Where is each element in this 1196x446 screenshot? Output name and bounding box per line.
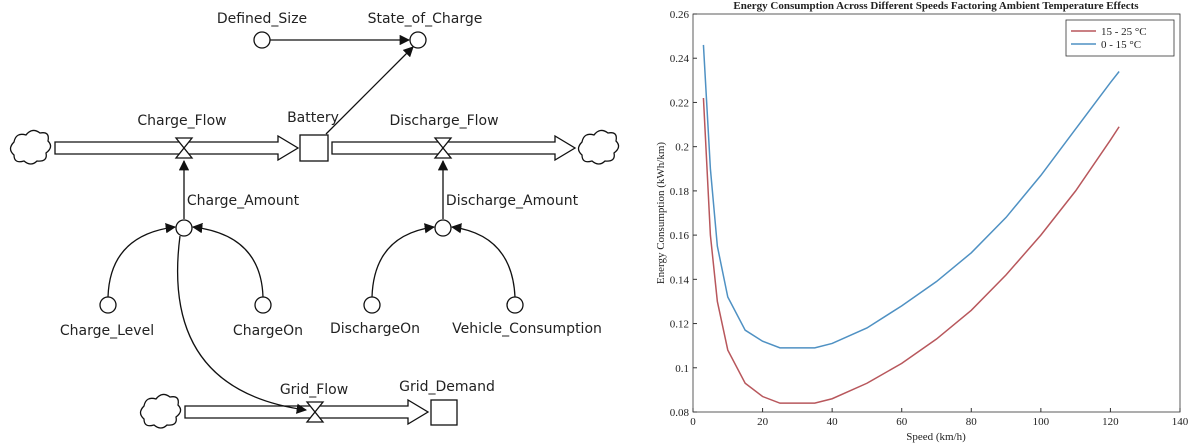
stock xyxy=(299,134,329,162)
node-label: Defined_Size xyxy=(217,11,307,27)
node-label: Charge_Level xyxy=(60,323,154,339)
auxiliary xyxy=(506,296,524,314)
y-tick-label: 0.12 xyxy=(670,319,689,331)
node-label: Grid_Demand xyxy=(399,379,495,395)
legend-label: 15 - 25 °C xyxy=(1101,26,1147,38)
cloud xyxy=(139,393,182,429)
valve xyxy=(174,137,194,159)
plot-frame xyxy=(692,13,1181,413)
flow-pipe xyxy=(54,134,300,162)
node-label: Grid_Flow xyxy=(280,382,348,398)
x-tick-label: 40 xyxy=(827,416,839,428)
flow-pipe xyxy=(331,134,577,162)
link xyxy=(107,222,177,298)
x-tick-label: 100 xyxy=(1033,416,1050,428)
auxiliary xyxy=(253,31,271,49)
x-tick-label: 120 xyxy=(1102,416,1119,428)
stock xyxy=(430,399,458,426)
cloud xyxy=(577,129,620,165)
legend-label: 0 - 15 °C xyxy=(1101,39,1141,51)
y-tick-label: 0.22 xyxy=(670,97,689,109)
legend-box xyxy=(1065,19,1175,57)
link xyxy=(191,222,264,298)
link xyxy=(450,223,516,298)
x-tick-label: 0 xyxy=(690,416,696,428)
y-tick-label: 0.14 xyxy=(670,274,690,286)
valve xyxy=(433,137,453,159)
y-tick-label: 0.2 xyxy=(675,142,689,154)
link xyxy=(325,46,414,135)
y-tick-label: 0.08 xyxy=(670,407,690,419)
x-tick-label: 60 xyxy=(896,416,908,428)
node-label: Discharge_Amount xyxy=(446,193,579,209)
stock-flow-diagram: Defined_Size State_of_Charge Charge_Flow… xyxy=(9,11,620,429)
node-label: ChargeOn xyxy=(233,323,303,339)
chart-title: Energy Consumption Across Different Spee… xyxy=(733,0,1139,12)
link xyxy=(371,223,436,298)
x-tick-label: 140 xyxy=(1172,416,1189,428)
x-tick-label: 80 xyxy=(966,416,978,428)
valve xyxy=(305,401,325,423)
y-tick-label: 0.26 xyxy=(670,9,690,21)
auxiliary xyxy=(99,296,117,314)
x-tick-label: 20 xyxy=(757,416,769,428)
node-label: State_of_Charge xyxy=(368,11,483,27)
link xyxy=(176,235,308,414)
auxiliary xyxy=(175,219,193,237)
y-tick-label: 0.18 xyxy=(670,186,690,198)
y-axis-label: Energy Consumption (kWh/km) xyxy=(655,142,667,285)
node-label: Vehicle_Consumption xyxy=(452,321,602,337)
x-axis-label: Speed (km/h) xyxy=(906,431,966,443)
auxiliary xyxy=(409,31,427,49)
series-line xyxy=(702,44,1120,349)
node-label: Charge_Flow xyxy=(137,113,226,129)
y-tick-label: 0.24 xyxy=(670,53,690,65)
series-line xyxy=(702,97,1120,404)
node-label: Discharge_Flow xyxy=(389,113,498,129)
flow-pipe xyxy=(184,398,430,426)
auxiliary xyxy=(254,296,272,314)
y-tick-label: 0.1 xyxy=(675,363,689,375)
auxiliary xyxy=(434,219,452,237)
node-label: Charge_Amount xyxy=(187,193,300,209)
auxiliary xyxy=(363,296,381,314)
node-label: Battery xyxy=(287,110,339,126)
y-tick-label: 0.16 xyxy=(670,230,690,242)
cloud xyxy=(9,129,52,165)
line-chart: Energy Consumption Across Different Spee… xyxy=(655,0,1189,443)
node-label: DischargeOn xyxy=(330,321,420,337)
